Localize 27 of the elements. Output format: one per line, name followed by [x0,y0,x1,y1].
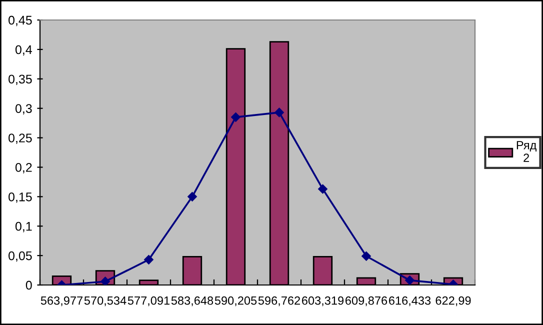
x-tick-label: 570,534 [84,296,126,306]
y-tick-label: 0,15 [8,192,32,203]
y-tick-label: 0,1 [15,222,32,232]
point [274,108,284,118]
y-tick-label: 0,4 [15,45,32,56]
x-tick-label: 603,319 [302,296,344,306]
point [231,112,240,122]
x-tick-label: 577,091 [128,296,170,306]
x-tick-label: 583,648 [171,296,214,306]
point [144,255,154,264]
y-tick-label: 0,05 [8,251,32,262]
x-tick-label: 590,205 [214,296,257,306]
point [188,192,197,202]
y-tick-label: 0 [26,280,32,290]
x-tick-label: 609,876 [346,296,388,306]
y-tick-label: 0,3 [15,104,32,114]
y-tick-label: 0,25 [8,134,32,144]
point [318,184,328,194]
x-tick-label: 616,433 [389,296,431,306]
x-tick-label: 596,762 [258,296,300,306]
point [362,252,371,261]
y-tick-label: 0,2 [15,163,32,174]
x-tick-label: 622,99 [436,296,471,306]
legend-label: Ряд 2 [516,141,537,162]
y-tick-label: 0,45 [8,16,32,26]
x-tick-label: 563,977 [40,296,82,306]
y-tick-label: 0,35 [8,74,32,86]
